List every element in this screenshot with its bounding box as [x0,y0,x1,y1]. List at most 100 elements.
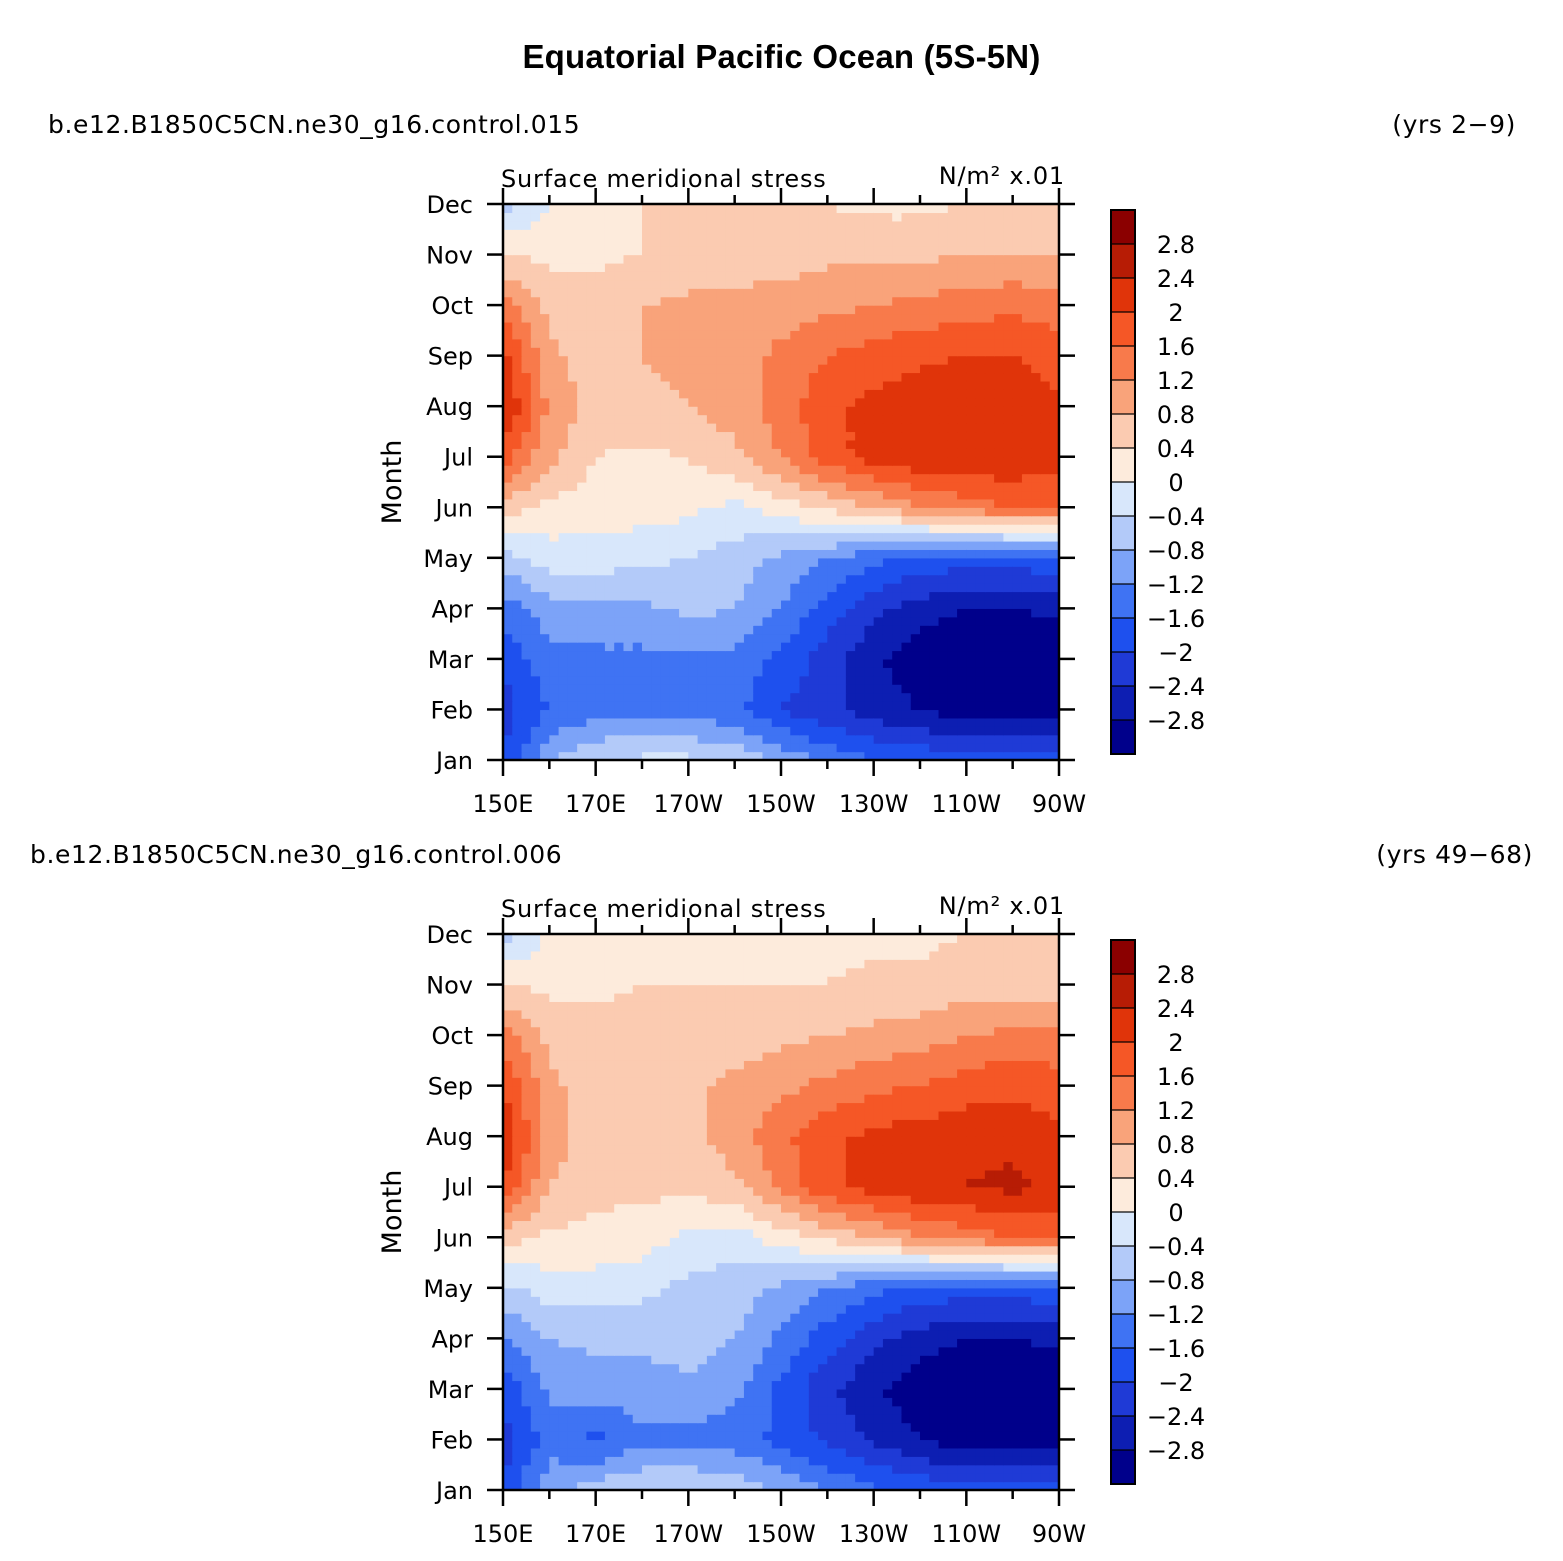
contour-cell [920,642,930,652]
contour-cell [799,490,810,500]
contour-cell [920,1397,930,1407]
contour-cell [558,717,569,727]
contour-cell [966,709,977,719]
contour-cell [577,380,587,390]
contour-cell [882,684,893,694]
contour-cell [808,1388,819,1398]
contour-cell [910,532,921,542]
contour-cell [530,473,541,483]
contour-cell [679,1431,689,1441]
contour-cell [623,1473,634,1483]
contour-cell [540,254,550,264]
contour-cell [743,254,754,264]
contour-cell [808,465,819,475]
contour-cell [1040,616,1051,626]
contour-cell [892,667,903,677]
contour-cell [947,684,958,694]
contour-cell [771,1447,782,1457]
contour-cell [836,465,847,475]
contour-cell [882,667,893,677]
contour-cell [540,709,550,719]
contour-cell [567,355,578,365]
contour-cell [984,355,995,365]
contour-cell [567,406,578,416]
contour-cell [808,566,819,576]
colorbar [1110,209,1136,756]
contour-cell [716,633,726,643]
contour-cell [743,439,754,449]
contour-cell [697,1431,708,1441]
contour-cell [623,1372,634,1382]
contour-cell [929,406,940,416]
contour-cell [947,1422,958,1432]
contour-cell [1003,498,1014,508]
contour-cell [910,1473,921,1483]
contour-cell [827,566,838,576]
contour-cell [753,1355,764,1365]
contour-cell [873,675,884,685]
contour-cell [697,1355,708,1365]
contour-cell [1012,490,1023,500]
contour-cell [808,321,819,331]
contour-cell [623,498,634,508]
contour-cell [567,1414,578,1424]
contour-cell [1049,490,1059,500]
contour-cell [567,1431,578,1441]
contour-cell [595,1473,606,1483]
contour-cell [503,650,513,660]
contour-cell [790,642,801,652]
contour-cell [994,599,1004,609]
contour-cell [521,1431,532,1441]
contour-cell [753,684,764,694]
contour-cell [762,566,773,576]
contour-cell [1003,347,1014,357]
contour-cell [957,465,967,475]
contour-cell [716,726,726,736]
contour-cell [1040,246,1051,256]
contour-cell [743,431,754,441]
contour-cell [901,288,912,298]
contour-cell [799,1464,810,1474]
contour-cell [938,364,949,374]
contour-cell [781,633,791,643]
contour-cell [604,1481,615,1490]
contour-cell [577,338,587,348]
contour-cell [540,330,550,340]
contour-cell [549,220,560,230]
contour-cell [1031,204,1042,214]
contour-cell [549,262,560,272]
contour-cell [947,1439,958,1449]
contour-cell [632,380,643,390]
contour-cell [632,1380,643,1390]
contour-cell [781,1422,791,1432]
contour-cell [1049,456,1059,466]
contour-cell [604,1422,615,1432]
contour-cell [595,490,606,500]
contour-cell [892,296,903,306]
contour-cell [567,515,578,525]
contour-cell [938,709,949,719]
contour-cell [688,254,699,264]
contour-cell [929,204,940,214]
contour-cell [845,220,856,230]
contour-cell [920,1481,930,1490]
contour-cell [771,364,782,374]
contour-cell [679,717,689,727]
contour-cell [614,288,625,298]
contour-cell [734,313,745,323]
contour-cell [540,220,550,230]
contour-cell [920,271,930,281]
contour-cell [938,321,949,331]
x-tick-label: 150W [746,790,816,818]
contour-cell [901,423,912,433]
contour-cell [586,414,597,424]
contour-cell [929,1405,940,1415]
contour-cell [549,675,560,685]
contour-cell [781,321,791,331]
contour-cell [1012,507,1023,517]
contour-cell [762,608,773,618]
contour-cell [901,734,912,744]
contour-cell [651,1456,662,1466]
contour-cell [642,389,652,399]
contour-cell [540,1380,550,1390]
